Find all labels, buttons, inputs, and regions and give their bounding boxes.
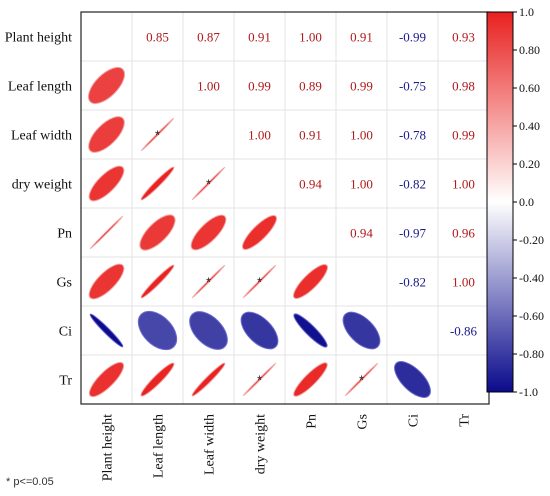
ellipse-dry-weight-plant-height xyxy=(88,165,125,202)
ellipse-ci-plant-height xyxy=(89,313,124,348)
value-dry-weight-ci: -0.82 xyxy=(399,177,426,192)
value-leaf-width-pn: 0.91 xyxy=(299,128,322,143)
significance-mark: * xyxy=(257,275,262,290)
value-plant-height-gs: 0.91 xyxy=(350,30,373,45)
ellipse-leaf-width-plant-height xyxy=(88,116,125,153)
colorbar: 1.0 0.80 0.60 0.40 0.20 0.0 -0.20 -0.40 -0.60 -0.… xyxy=(486,5,544,399)
significance-mark: * xyxy=(359,373,364,388)
value-dry-weight-pn: 0.94 xyxy=(299,177,322,192)
colorbar-tick-label: -0.20 xyxy=(519,233,544,247)
ellipse-ci-pn xyxy=(293,313,328,348)
colorbar-tick-label: -0.80 xyxy=(519,347,544,361)
ellipse-pn-dry-weight xyxy=(242,215,277,250)
ellipse-pn-leaf-width xyxy=(190,214,227,251)
value-dry-weight-tr: 1.00 xyxy=(452,177,475,192)
value-plant-height-leaf-width: 0.87 xyxy=(197,30,220,45)
row-label-pn: Pn xyxy=(57,227,72,242)
value-leaf-length-gs: 0.99 xyxy=(350,79,373,94)
column-label-plant-height: Plant height xyxy=(101,414,116,481)
value-pn-tr: 0.96 xyxy=(452,226,475,241)
value-leaf-width-ci: -0.78 xyxy=(399,128,426,143)
value-plant-height-tr: 0.93 xyxy=(452,30,475,45)
value-plant-height-ci: -0.99 xyxy=(399,30,426,45)
value-pn-gs: 0.94 xyxy=(350,226,373,241)
significance-mark: * xyxy=(155,128,160,143)
ellipse-leaf-width-leaf-length xyxy=(140,117,175,152)
colorbar-tick-label: 1.0 xyxy=(519,5,534,19)
row-label-dry-weight: dry weight xyxy=(12,178,72,193)
column-label-dry-weight: dry weight xyxy=(254,414,269,474)
row-label-leaf-length: Leaf length xyxy=(8,80,72,95)
column-label-leaf-length: Leaf length xyxy=(152,414,167,478)
colorbar-tick-label: -0.60 xyxy=(519,309,544,323)
value-leaf-length-pn: 0.89 xyxy=(299,79,322,94)
ellipse-gs-leaf-width xyxy=(191,264,226,299)
ellipse-tr-dry-weight xyxy=(242,362,277,397)
significance-footnote: * p<=0.05 xyxy=(6,476,54,488)
significance-mark: * xyxy=(206,275,211,290)
significance-mark: * xyxy=(257,373,262,388)
value-leaf-length-tr: 0.98 xyxy=(452,79,475,94)
value-plant-height-leaf-length: 0.85 xyxy=(146,30,169,45)
row-label-ci: Ci xyxy=(59,325,72,340)
value-plant-height-dry-weight: 0.91 xyxy=(248,30,271,45)
value-plant-height-pn: 1.00 xyxy=(299,30,322,45)
value-pn-ci: -0.97 xyxy=(399,226,427,241)
colorbar-tick-label: -1.0 xyxy=(519,385,538,399)
ellipse-dry-weight-leaf-width xyxy=(191,166,226,201)
ellipse-tr-ci xyxy=(394,361,431,398)
matrix-grid xyxy=(80,11,490,405)
ellipse-leaf-length-plant-height xyxy=(87,66,126,105)
row-label-tr: Tr xyxy=(59,374,72,389)
colorbar-tick-label: 0.40 xyxy=(519,119,540,133)
ellipse-gs-plant-height xyxy=(88,263,125,300)
value-leaf-width-gs: 1.00 xyxy=(350,128,373,143)
colorbar-gradient xyxy=(486,11,514,393)
value-leaf-length-ci: -0.75 xyxy=(399,79,426,94)
ellipse-dry-weight-leaf-length xyxy=(140,166,175,201)
value-leaf-length-dry-weight: 0.99 xyxy=(248,79,271,94)
value-gs-tr: 1.00 xyxy=(452,275,475,290)
ellipse-tr-gs xyxy=(344,362,379,397)
significance-marks: * * * * * * xyxy=(155,128,364,388)
coefficient-labels: 0.85 0.87 0.91 1.00 0.91 -0.99 0.93 1.00 0.99 0.8… xyxy=(146,30,477,339)
column-labels: Plant height Leaf length Leaf width dry wei… xyxy=(101,414,473,482)
column-label-tr: Tr xyxy=(458,414,473,427)
ellipse-pn-plant-height xyxy=(89,215,124,250)
column-label-ci: Ci xyxy=(407,414,422,427)
colorbar-tick-label: 0.80 xyxy=(519,43,540,57)
row-labels: Plant height Leaf length Leaf width dry wei… xyxy=(5,31,73,389)
ellipse-gs-leaf-length xyxy=(140,264,175,299)
significance-mark: * xyxy=(206,177,211,192)
value-gs-ci: -0.82 xyxy=(399,275,426,290)
ellipse-tr-leaf-width xyxy=(191,362,226,397)
ellipse-ci-dry-weight xyxy=(240,311,279,350)
ellipse-tr-leaf-length xyxy=(140,362,175,397)
ellipse-ci-leaf-width xyxy=(189,311,228,350)
column-label-leaf-width: Leaf width xyxy=(203,414,218,475)
value-leaf-width-dry-weight: 1.00 xyxy=(248,128,271,143)
column-label-gs: Gs xyxy=(356,414,371,430)
ellipse-pn-leaf-length xyxy=(139,214,176,251)
value-dry-weight-gs: 1.00 xyxy=(350,177,373,192)
ellipse-layer xyxy=(87,66,431,398)
colorbar-tick-label: 0.20 xyxy=(519,157,540,171)
value-ci-tr: -0.86 xyxy=(450,324,478,339)
colorbar-tick-label: 0.60 xyxy=(519,81,540,95)
ellipse-gs-pn xyxy=(293,264,328,299)
value-leaf-width-tr: 0.99 xyxy=(452,128,475,143)
ellipse-tr-plant-height xyxy=(88,361,125,398)
row-label-leaf-width: Leaf width xyxy=(11,129,72,144)
row-label-gs: Gs xyxy=(56,276,72,291)
ellipse-ci-leaf-length xyxy=(137,310,178,351)
ellipse-tr-pn xyxy=(293,362,328,397)
value-leaf-length-leaf-width: 1.00 xyxy=(197,79,220,94)
row-label-plant-height: Plant height xyxy=(5,31,72,46)
column-label-pn: Pn xyxy=(305,414,320,429)
ellipse-gs-dry-weight xyxy=(242,264,277,299)
ellipse-ci-gs xyxy=(342,311,381,350)
colorbar-tick-label: -0.40 xyxy=(519,271,544,285)
colorbar-tick-label: 0.0 xyxy=(519,195,534,209)
